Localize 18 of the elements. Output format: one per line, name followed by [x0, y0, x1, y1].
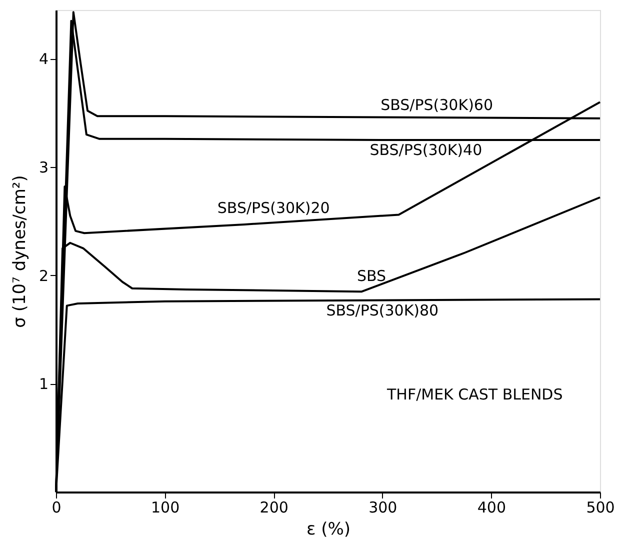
x-tick-label: 500	[586, 498, 615, 516]
x-tick-label: 300	[368, 498, 398, 516]
x-tick-label: 0	[52, 498, 62, 516]
y-tick-label: 2	[38, 266, 48, 285]
series-label: SBS	[356, 267, 386, 286]
annotation: THF/MEK CAST BLENDS	[386, 386, 563, 404]
y-tick-label: 4	[38, 50, 48, 68]
x-tick-label: 200	[260, 498, 288, 516]
x-tick-label: 400	[477, 498, 506, 516]
y-tick-label: 1	[38, 375, 48, 394]
y-tick-label: 3	[38, 158, 48, 177]
series-label: SBS/PS(30K)60	[380, 96, 494, 114]
x-tick-label: 100	[150, 498, 180, 516]
y-axis-title: σ (10⁷ dynes/cm²)	[10, 175, 30, 328]
series-label: SBS/PS(30K)80	[326, 302, 439, 320]
x-axis-title: ε (%)	[306, 520, 351, 540]
series-label: SBS/PS(30K)20	[217, 198, 330, 217]
series-label: SBS/PS(30K)40	[370, 141, 482, 160]
